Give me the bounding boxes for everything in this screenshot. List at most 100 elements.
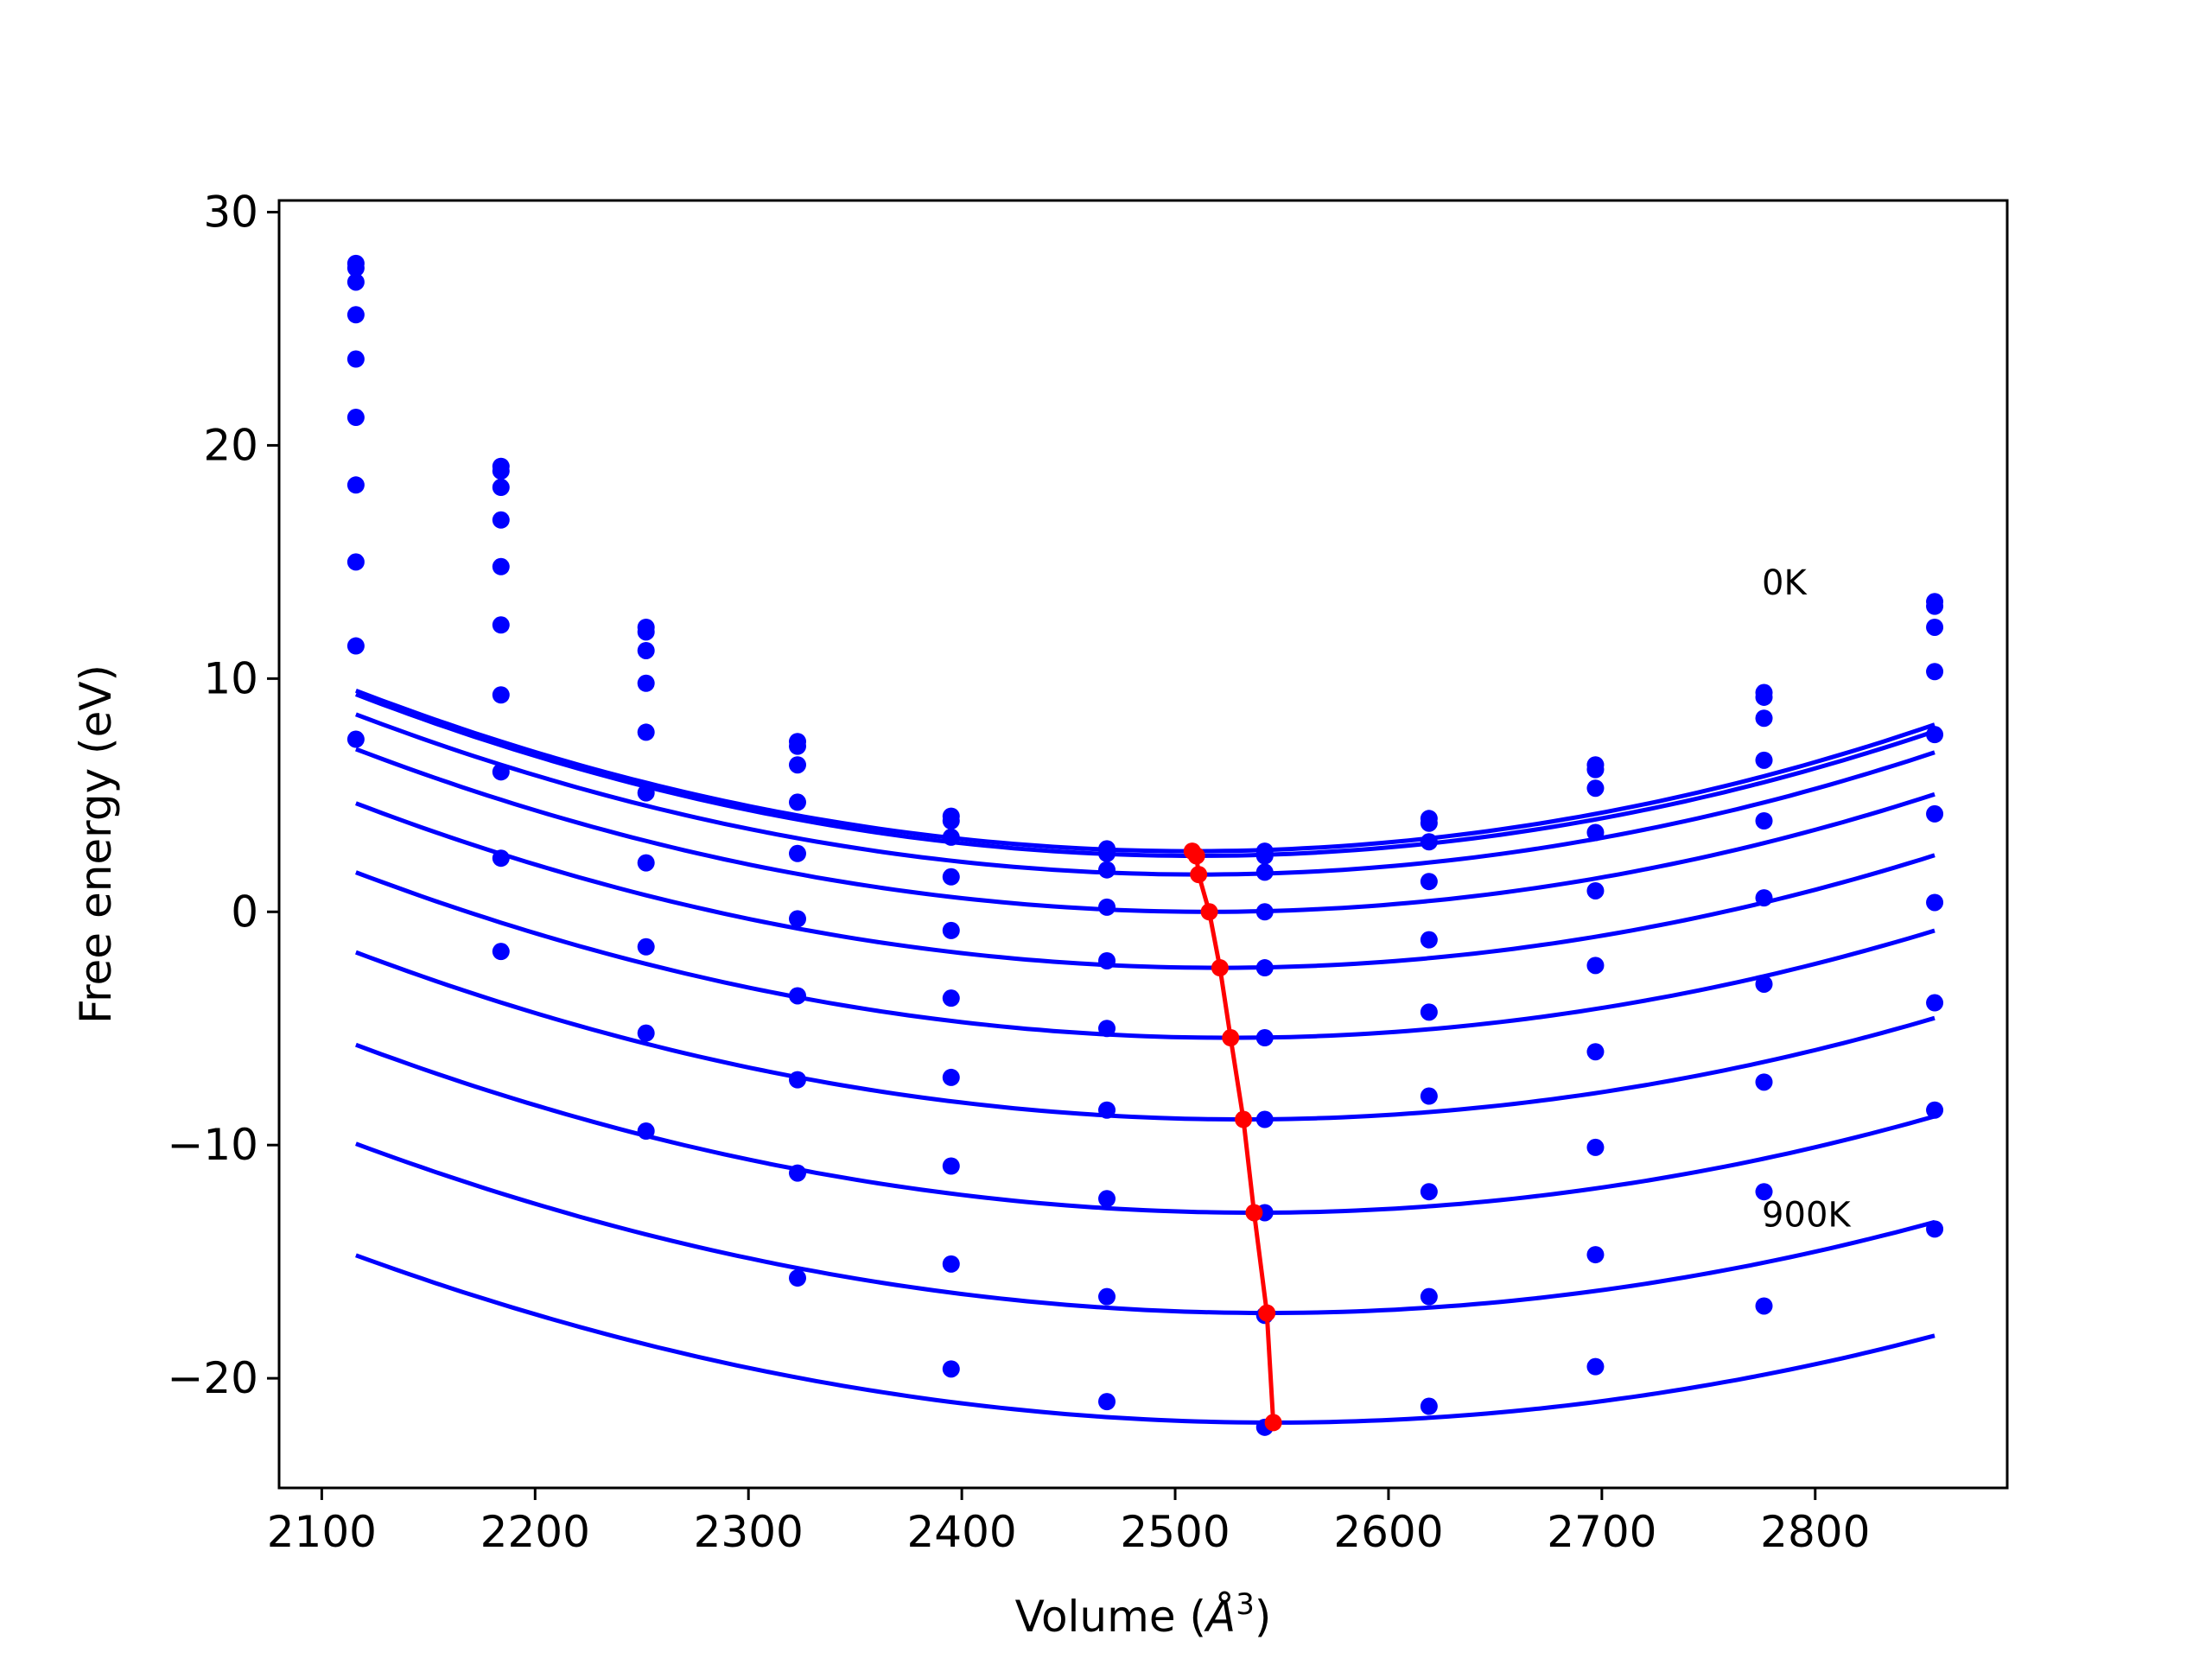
fit-curve-3 [355, 747, 1936, 914]
data-point [1420, 814, 1438, 832]
data-point [1755, 751, 1773, 769]
y-tick-label: 0 [231, 887, 258, 937]
minimum-point [1222, 1029, 1240, 1047]
data-point [492, 511, 510, 529]
x-tick-label: 2400 [906, 1507, 1016, 1557]
minimum-point [1211, 959, 1229, 977]
data-point [346, 273, 365, 291]
fit-curve-4 [355, 801, 1936, 970]
data-point [1255, 1110, 1274, 1128]
data-point [1420, 931, 1438, 949]
data-point [1755, 1183, 1773, 1201]
data-point [637, 723, 655, 741]
data-point [637, 641, 655, 659]
y-axis-label: Free energy (eV) [71, 664, 121, 1024]
fit-curve-0 [355, 688, 1936, 854]
data-point [1420, 873, 1438, 891]
data-point [1255, 903, 1274, 921]
data-point [492, 479, 510, 497]
data-point [1586, 881, 1605, 899]
x-tick-label: 2700 [1547, 1507, 1656, 1557]
data-point [1926, 618, 1944, 636]
data-point [942, 921, 960, 939]
data-point [1586, 779, 1605, 798]
data-point [1755, 1073, 1773, 1091]
curve-annotation: 0K [1762, 563, 1808, 603]
fit-curve-9 [355, 1253, 1936, 1425]
data-point [1755, 812, 1773, 830]
data-point [637, 854, 655, 872]
y-tick-label: −20 [167, 1353, 258, 1403]
y-tick-label: 10 [203, 653, 258, 703]
data-point [492, 616, 510, 634]
data-point [1420, 1287, 1438, 1306]
data-point [789, 987, 806, 1005]
data-point [1098, 1020, 1116, 1038]
minimum-point [1200, 903, 1218, 921]
x-axis-ticks: 2100 2200 2300 2400 2500 2600 2700 2800 [267, 1488, 1870, 1557]
x-tick-label: 2100 [267, 1507, 377, 1557]
data-point [789, 844, 806, 862]
curve-annotations: 0K 900K [1762, 563, 1852, 1236]
data-point [637, 1122, 655, 1141]
fit-curve-7 [355, 1042, 1936, 1215]
data-point [1586, 957, 1605, 975]
curve-annotation: 900K [1762, 1196, 1852, 1236]
data-point [1755, 975, 1773, 993]
data-point [1586, 1138, 1605, 1156]
data-point [637, 784, 655, 802]
minimum-point [1235, 1110, 1253, 1128]
data-point [492, 462, 510, 480]
data-point [942, 868, 960, 886]
data-point [942, 989, 960, 1007]
fit-curve-2 [355, 712, 1936, 877]
data-point [1255, 863, 1274, 881]
fit-curve-8 [355, 1141, 1936, 1316]
data-point [942, 1068, 960, 1086]
data-point [1926, 804, 1944, 823]
data-point [1926, 726, 1944, 744]
data-point [1586, 823, 1605, 842]
data-point [1098, 861, 1116, 879]
x-tick-label: 2600 [1333, 1507, 1443, 1557]
data-point [1926, 994, 1944, 1012]
data-point [1586, 1357, 1605, 1376]
x-axis-label: Volume (Å3) [1015, 1587, 1272, 1642]
data-point [1420, 1087, 1438, 1105]
data-point [1926, 597, 1944, 615]
data-point [1098, 898, 1116, 916]
data-point [346, 259, 365, 277]
data-point [789, 1071, 806, 1089]
data-point [346, 350, 365, 368]
minimum-point [1190, 866, 1208, 884]
data-points [346, 254, 1944, 1436]
data-point [942, 1255, 960, 1273]
data-point [1755, 889, 1773, 907]
data-point [637, 1024, 655, 1042]
data-point [492, 943, 510, 961]
data-point [346, 553, 365, 571]
data-point [1420, 833, 1438, 851]
data-point [637, 674, 655, 692]
data-point [1755, 688, 1773, 706]
data-point [637, 623, 655, 641]
data-point [789, 756, 806, 774]
data-point [346, 306, 365, 324]
x-tick-label: 2800 [1760, 1507, 1870, 1557]
data-point [492, 849, 510, 868]
minimum-line [1183, 842, 1282, 1432]
data-point [789, 737, 806, 755]
data-point [1926, 663, 1944, 681]
minimum-point [1264, 1414, 1282, 1432]
data-point [789, 1269, 806, 1287]
data-point [346, 476, 365, 494]
y-tick-label: 20 [203, 420, 258, 470]
plot-frame [277, 199, 2009, 1490]
minimum-point [1187, 847, 1205, 865]
fit-curves [355, 688, 1936, 1425]
data-point [1755, 1297, 1773, 1315]
minimum-point [1258, 1304, 1276, 1322]
fit-curve-6 [355, 950, 1936, 1122]
